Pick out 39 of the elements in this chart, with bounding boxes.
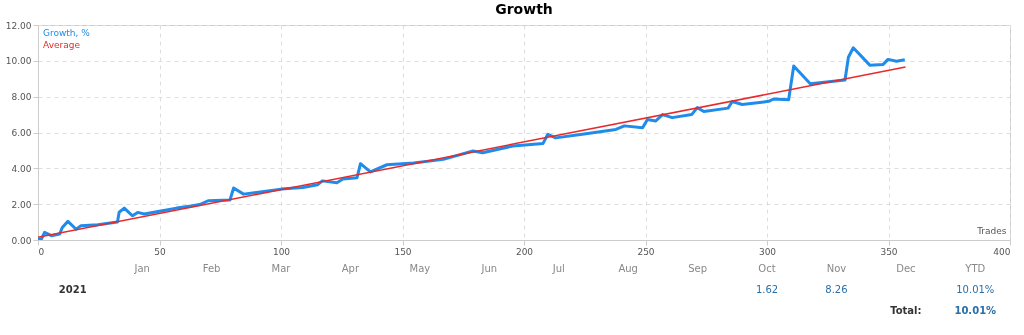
- category-label: Jul: [551, 263, 565, 275]
- x-tick-label: 100: [272, 246, 291, 257]
- y-tick-label: 4.00: [11, 163, 32, 174]
- category-label: Mar: [271, 263, 292, 275]
- category-label: Dec: [896, 263, 916, 275]
- category-label: 2021: [58, 284, 87, 295]
- y-tick-label: 2.00: [11, 199, 32, 210]
- x-tick-label: 50: [154, 246, 166, 257]
- category-label: Apr: [341, 263, 360, 275]
- y-tick-label: 12.00: [5, 20, 32, 31]
- category-label: Jan: [133, 263, 150, 275]
- category-label: Sep: [688, 263, 707, 275]
- category-label: YTD: [964, 263, 986, 275]
- text: Average: [43, 40, 81, 50]
- x-tick-label: 150: [394, 246, 412, 257]
- x-tick-label: 250: [637, 246, 655, 257]
- x-tick-label: 300: [758, 246, 777, 257]
- text: Total:: [890, 304, 922, 316]
- text: 10.01%: [956, 284, 995, 295]
- category-label: Jun: [480, 263, 498, 275]
- chart-title: Growth: [495, 1, 553, 17]
- y-tick-label: 6.00: [11, 128, 32, 138]
- category-label: Nov: [826, 263, 847, 275]
- text: 8.26: [825, 284, 848, 295]
- x-tick-label: 350: [880, 246, 898, 257]
- x-tick-label: 400: [993, 246, 1011, 257]
- text: 10.01%: [954, 304, 997, 316]
- text: Growth, %: [43, 28, 91, 38]
- category-label: Feb: [202, 263, 221, 275]
- category-label: Aug: [618, 263, 638, 275]
- x-axis-title: Trades: [976, 225, 1007, 236]
- category-label: May: [409, 263, 431, 275]
- y-tick-label: 0.00: [11, 235, 32, 246]
- y-tick-label: 8.00: [11, 92, 32, 103]
- category-label: Oct: [758, 263, 776, 275]
- x-tick-label: 200: [515, 246, 534, 257]
- y-tick-label: 10.00: [5, 56, 32, 67]
- text: 1.62: [755, 284, 779, 295]
- x-tick-label: 0: [38, 246, 45, 257]
